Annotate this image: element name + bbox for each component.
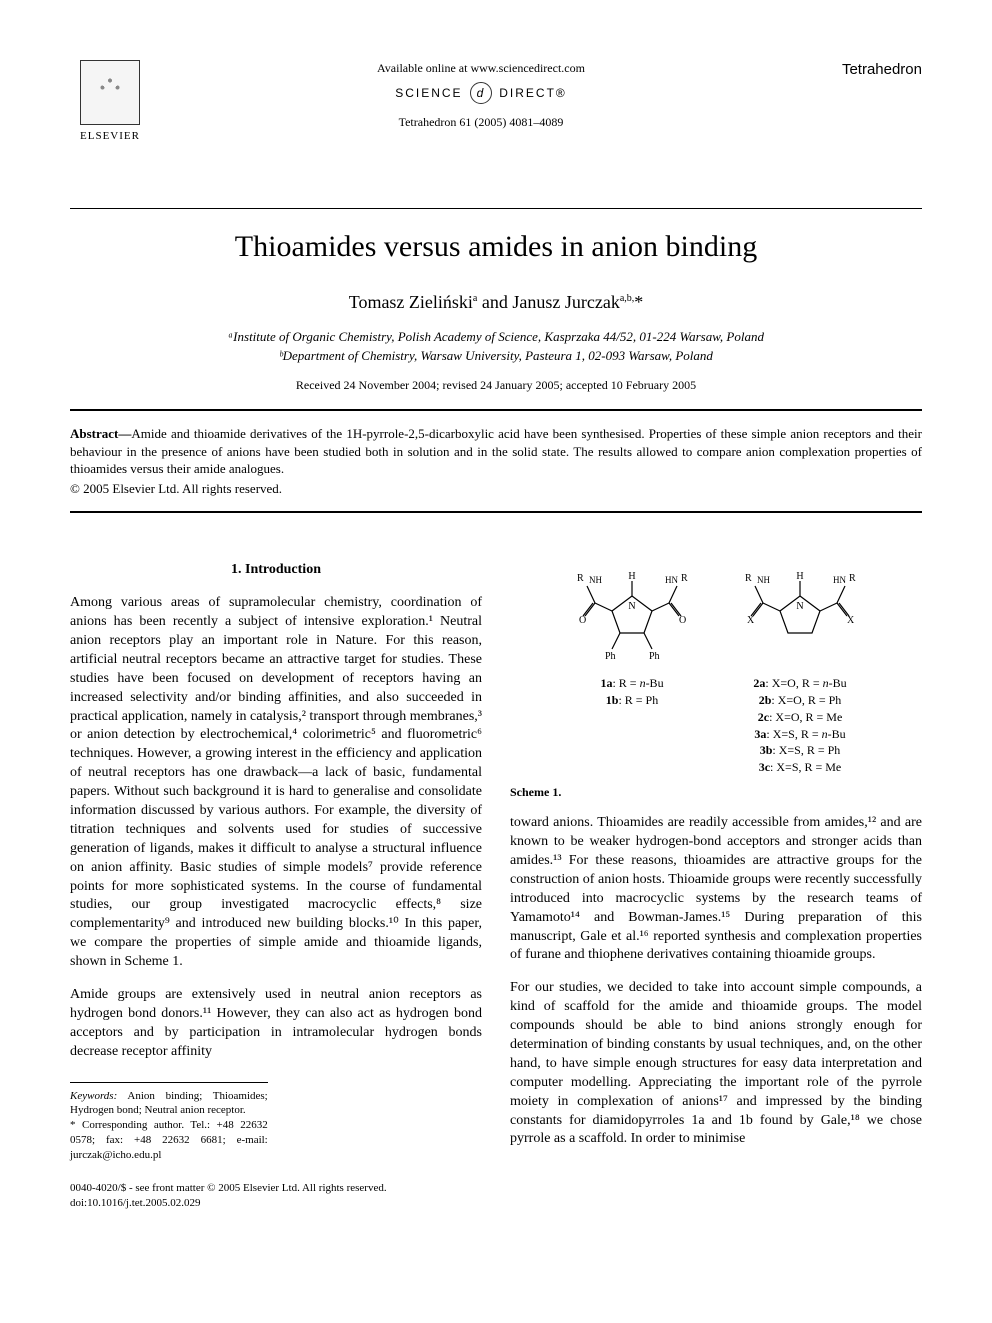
footnotes: Keywords: Anion binding; Thioamides; Hyd… bbox=[70, 1082, 268, 1163]
molecule-right: H N X R NH X bbox=[725, 561, 875, 776]
left-para-2: Amide groups are extensively used in neu… bbox=[70, 986, 482, 1062]
doi-text: doi:10.1016/j.tet.2005.02.029 bbox=[70, 1196, 922, 1211]
svg-text:O: O bbox=[679, 615, 686, 626]
center-header: Available online at www.sciencedirect.co… bbox=[150, 60, 812, 130]
publisher-logo: ELSEVIER bbox=[70, 60, 150, 150]
corresponding-author: * Corresponding author. Tel.: +48 22632 … bbox=[70, 1118, 268, 1163]
svg-text:X: X bbox=[747, 615, 755, 626]
svg-text:NH: NH bbox=[757, 575, 770, 585]
keywords-label: Keywords: bbox=[70, 1090, 117, 1102]
molecule-right-labels: 2a: X=O, R = n-Bu 2b: X=O, R = Ph 2c: X=… bbox=[725, 675, 875, 776]
right-para-2: For our studies, we decided to take into… bbox=[510, 979, 922, 1149]
article-title: Thioamides versus amides in anion bindin… bbox=[70, 227, 922, 268]
svg-text:N: N bbox=[628, 601, 635, 612]
svg-text:HN: HN bbox=[665, 575, 678, 585]
svg-text:R: R bbox=[577, 573, 584, 584]
molecule-right-svg: H N X R NH X bbox=[725, 561, 875, 671]
affiliation-a: ᵃInstitute of Organic Chemistry, Polish … bbox=[70, 328, 922, 346]
molecule-left-svg: H N O R NH O bbox=[557, 561, 707, 671]
svg-text:R: R bbox=[745, 573, 752, 584]
sd-right: DIRECT® bbox=[499, 86, 567, 100]
svg-text:R: R bbox=[681, 573, 688, 584]
svg-text:X: X bbox=[847, 615, 855, 626]
svg-text:O: O bbox=[579, 615, 586, 626]
affiliation-b: ᵇDepartment of Chemistry, Warsaw Univers… bbox=[70, 347, 922, 365]
sd-left: SCIENCE bbox=[395, 86, 462, 100]
right-column: H N O R NH O bbox=[510, 561, 922, 1163]
abstract-text: Amide and thioamide derivatives of the 1… bbox=[70, 426, 922, 476]
svg-text:Ph: Ph bbox=[649, 651, 660, 662]
right-para-1: toward anions. Thioamides are readily ac… bbox=[510, 814, 922, 965]
molecule-left: H N O R NH O bbox=[557, 561, 707, 776]
section-1-heading: 1. Introduction bbox=[70, 561, 482, 580]
scheme-caption: Scheme 1. bbox=[510, 784, 922, 800]
rule-below-abstract bbox=[70, 511, 922, 513]
citation-line: Tetrahedron 61 (2005) 4081–4089 bbox=[150, 114, 812, 130]
label-1a: R = n-Bu bbox=[619, 676, 664, 690]
sd-at-icon: d bbox=[470, 82, 492, 104]
sciencedirect-logo: SCIENCE d DIRECT® bbox=[150, 82, 812, 104]
copyright-line: © 2005 Elsevier Ltd. All rights reserved… bbox=[70, 480, 922, 498]
svg-text:R: R bbox=[849, 573, 856, 584]
rule-above-abstract bbox=[70, 409, 922, 411]
publisher-name: ELSEVIER bbox=[80, 129, 140, 144]
svg-text:H: H bbox=[628, 571, 635, 582]
keywords-line: Keywords: Anion binding; Thioamides; Hyd… bbox=[70, 1089, 268, 1119]
journal-header: ELSEVIER Available online at www.science… bbox=[70, 60, 922, 150]
scheme-1: H N O R NH O bbox=[510, 561, 922, 800]
svg-text:H: H bbox=[796, 571, 803, 582]
article-dates: Received 24 November 2004; revised 24 Ja… bbox=[70, 377, 922, 393]
label-1b: R = Ph bbox=[625, 693, 658, 707]
available-online-text: Available online at www.sciencedirect.co… bbox=[150, 60, 812, 76]
svg-text:HN: HN bbox=[833, 575, 846, 585]
scheme-figures: H N O R NH O bbox=[510, 561, 922, 776]
front-matter-text: 0040-4020/$ - see front matter © 2005 El… bbox=[70, 1181, 922, 1196]
authors: Tomasz Zielińskia and Janusz Jurczaka,b,… bbox=[70, 290, 922, 314]
body-columns: 1. Introduction Among various areas of s… bbox=[70, 561, 922, 1163]
journal-name: Tetrahedron bbox=[812, 60, 922, 80]
svg-text:N: N bbox=[796, 601, 803, 612]
molecule-left-labels: 1a: R = n-Bu 1b: R = Ph bbox=[557, 675, 707, 709]
left-column: 1. Introduction Among various areas of s… bbox=[70, 561, 482, 1163]
rule-top bbox=[70, 208, 922, 209]
front-matter-line: 0040-4020/$ - see front matter © 2005 El… bbox=[70, 1181, 922, 1211]
svg-text:NH: NH bbox=[589, 575, 602, 585]
left-para-1: Among various areas of supramolecular ch… bbox=[70, 594, 482, 972]
elsevier-tree-icon bbox=[80, 60, 140, 125]
svg-text:Ph: Ph bbox=[605, 651, 616, 662]
abstract: Abstract—Amide and thioamide derivatives… bbox=[70, 425, 922, 478]
